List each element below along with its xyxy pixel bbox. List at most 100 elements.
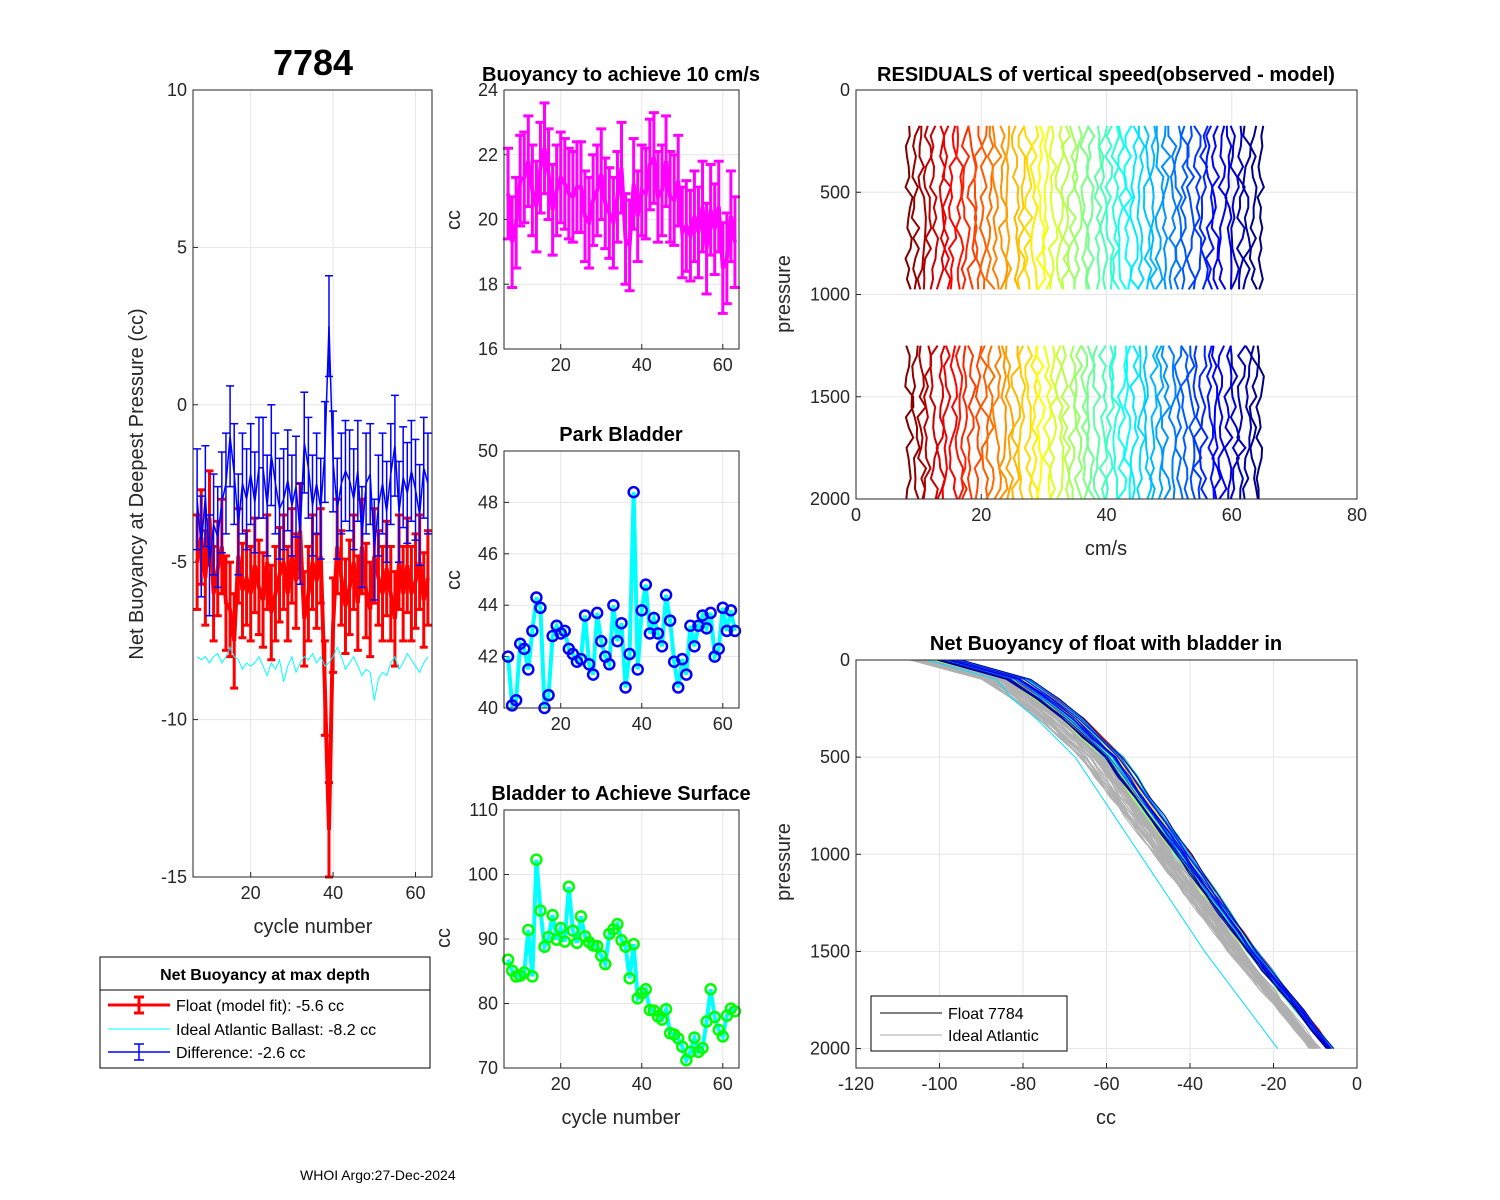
- surface-marker: [526, 970, 539, 983]
- residual-profile: [1136, 125, 1146, 290]
- surface-marker: [599, 957, 612, 971]
- float-profile: [947, 659, 1330, 1049]
- surf-xtick-label: 20: [551, 1074, 571, 1094]
- net-xtick-label: 60: [406, 883, 426, 903]
- residual-profile: [1179, 125, 1190, 290]
- park-marker: [724, 604, 738, 617]
- park-marker: [671, 681, 685, 694]
- net-ytick-label: 5: [177, 237, 187, 257]
- residual-profile: [1010, 345, 1021, 500]
- park-panel-title: Park Bladder: [559, 424, 683, 446]
- legend2-ideal-label: Ideal Atlantic: [948, 1028, 1039, 1045]
- resid-axes-frame: [855, 89, 1358, 500]
- residual-profile: [1210, 345, 1222, 500]
- buoy-ytick-label: 20: [478, 210, 498, 230]
- residual-profile: [1048, 345, 1059, 500]
- residuals-ylabel: pressure: [773, 255, 795, 333]
- surf-ytick-label: 100: [468, 865, 498, 885]
- residual-profile: [948, 345, 959, 500]
- float-profile: [956, 659, 1332, 1049]
- residual-profile: [1110, 125, 1121, 290]
- residual-profile: [1167, 125, 1178, 290]
- bin-xtick-label: -100: [921, 1074, 957, 1094]
- residual-profile: [1085, 345, 1097, 500]
- net-ytick-label: 0: [177, 395, 187, 415]
- residual-profile: [979, 345, 990, 500]
- bin-ytick-label: 1000: [810, 844, 850, 864]
- residual-profile: [1066, 125, 1078, 290]
- residual-profile: [1167, 345, 1177, 500]
- residual-profile: [1256, 125, 1265, 290]
- buoy-xtick-label: 60: [713, 355, 733, 375]
- buoy-xtick-label: 40: [632, 355, 652, 375]
- float-profile: [955, 659, 1332, 1049]
- residual-profile: [1248, 125, 1258, 290]
- residual-profile: [1093, 125, 1103, 290]
- residual-profile: [978, 125, 988, 290]
- residual-profile: [935, 345, 946, 500]
- residual-profile: [1085, 125, 1096, 290]
- bladder-in-panel-title: Net Buoyancy of float with bladder in: [930, 633, 1282, 655]
- residual-profile: [1241, 345, 1253, 500]
- surface-marker: [546, 908, 559, 922]
- residual-profile: [960, 125, 971, 290]
- surface-marker: [566, 924, 580, 937]
- residual-profile: [1041, 345, 1053, 500]
- park-marker: [720, 624, 734, 638]
- residual-profile: [1072, 345, 1084, 500]
- park-marker: [619, 681, 632, 694]
- residual-profile: [1035, 125, 1046, 290]
- residual-profile: [916, 125, 927, 290]
- buoyancy-10cms-plot: 20 40 60 16 18 20 22 24: [478, 80, 740, 375]
- surface-marker: [501, 953, 515, 966]
- surface-marker: [696, 1041, 709, 1055]
- residual-profile: [1229, 345, 1241, 500]
- residual-profile: [1117, 125, 1128, 290]
- residual-profile: [1016, 125, 1026, 290]
- buoyancy-panel-title: Buoyancy to achieve 10 cm/s: [482, 64, 760, 86]
- surface-marker: [627, 937, 640, 951]
- park-marker: [607, 598, 620, 612]
- surface-marker: [688, 1031, 701, 1044]
- park-ytick-label: 42: [478, 647, 498, 667]
- bin-xtick-label: -60: [1093, 1074, 1119, 1094]
- residual-profile: [1097, 345, 1109, 500]
- park-marker: [643, 627, 657, 640]
- residual-profile: [998, 345, 1009, 500]
- residual-profile: [1198, 125, 1209, 290]
- surface-marker: [704, 983, 717, 996]
- buoy-line: [506, 147, 737, 269]
- buoy-xtick-label: 20: [551, 355, 571, 375]
- park-marker: [623, 647, 636, 661]
- park-ylabel: cc: [443, 570, 465, 590]
- park-xtick-label: 20: [551, 714, 571, 734]
- residual-profile: [1080, 345, 1090, 500]
- surf-xtick-label: 40: [632, 1074, 652, 1094]
- float-profile: [961, 659, 1335, 1049]
- resid-xtick-label: 40: [1096, 505, 1116, 525]
- outlier-profile: [926, 659, 1279, 1049]
- residual-profile: [941, 345, 952, 500]
- residual-profile: [929, 345, 939, 500]
- buoyancy-ylabel: cc: [443, 210, 465, 230]
- surf-xtick-label: 60: [713, 1074, 733, 1094]
- residual-profile: [1079, 125, 1090, 290]
- residual-profile: [1235, 125, 1246, 290]
- net-buoyancy-xlabel: cycle number: [254, 916, 373, 938]
- net-xtick-label: 40: [323, 883, 343, 903]
- net-axes-frame: [192, 89, 433, 878]
- resid-xtick-label: 80: [1347, 505, 1367, 525]
- residual-profile: [966, 345, 977, 500]
- surf-ytick-label: 80: [478, 994, 498, 1014]
- park-ytick-label: 46: [478, 544, 498, 564]
- surface-panel-title: Bladder to Achieve Surface: [491, 783, 750, 805]
- residual-profile: [1210, 125, 1221, 290]
- resid-ytick-label: 1500: [810, 387, 850, 407]
- residual-profile: [1160, 345, 1172, 500]
- residual-profile: [960, 345, 969, 500]
- resid-xtick-label: 60: [1222, 505, 1242, 525]
- surf-axes-frame: [503, 809, 740, 1069]
- bin-axes-frame: [855, 659, 1358, 1069]
- bladder-surface-plot: 20 40 60 70 80 90 100 110: [468, 800, 742, 1094]
- surface-marker: [522, 923, 535, 937]
